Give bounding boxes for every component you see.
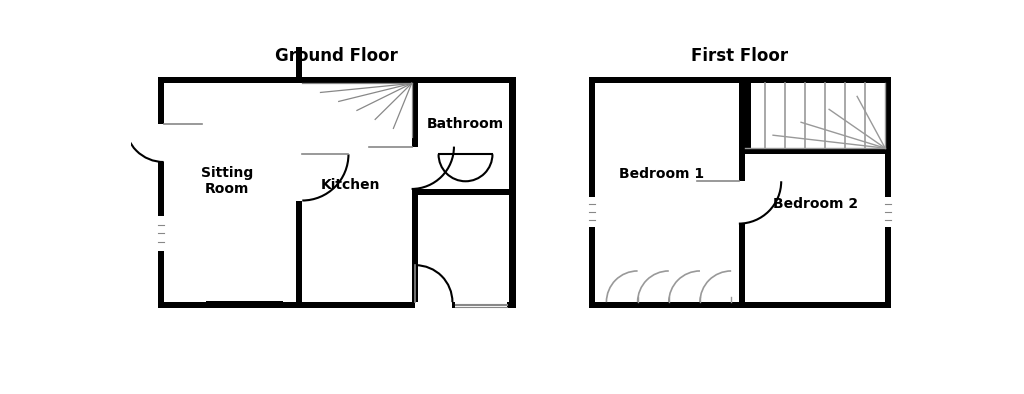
Bar (745, 84, 752, 154)
Bar (455, 302, 507, 309)
Bar (412, 189, 418, 302)
Text: Kitchen: Kitchen (321, 178, 380, 192)
Text: Bedroom 1: Bedroom 1 (620, 167, 705, 180)
Bar (589, 302, 891, 309)
Bar (412, 77, 418, 147)
Bar (158, 216, 164, 251)
Bar (885, 197, 891, 227)
Bar (739, 224, 745, 302)
Bar (158, 77, 515, 84)
Bar (509, 77, 515, 309)
Bar (158, 123, 164, 162)
Bar (296, 201, 302, 302)
Bar (589, 77, 891, 84)
Bar (206, 301, 283, 309)
Bar (158, 77, 164, 309)
Bar (296, 6, 302, 84)
Bar (589, 197, 595, 227)
Text: Bathroom: Bathroom (427, 117, 504, 130)
Bar (416, 302, 453, 309)
Bar (158, 302, 515, 309)
Bar (885, 77, 891, 309)
Bar (745, 148, 885, 154)
Text: Bedroom 2: Bedroom 2 (773, 197, 858, 211)
Bar (739, 77, 745, 181)
Bar (589, 77, 595, 309)
Text: Sitting
Room: Sitting Room (201, 166, 253, 196)
Text: First Floor: First Floor (691, 47, 788, 65)
Bar (418, 189, 509, 195)
Text: Ground Floor: Ground Floor (275, 47, 398, 65)
